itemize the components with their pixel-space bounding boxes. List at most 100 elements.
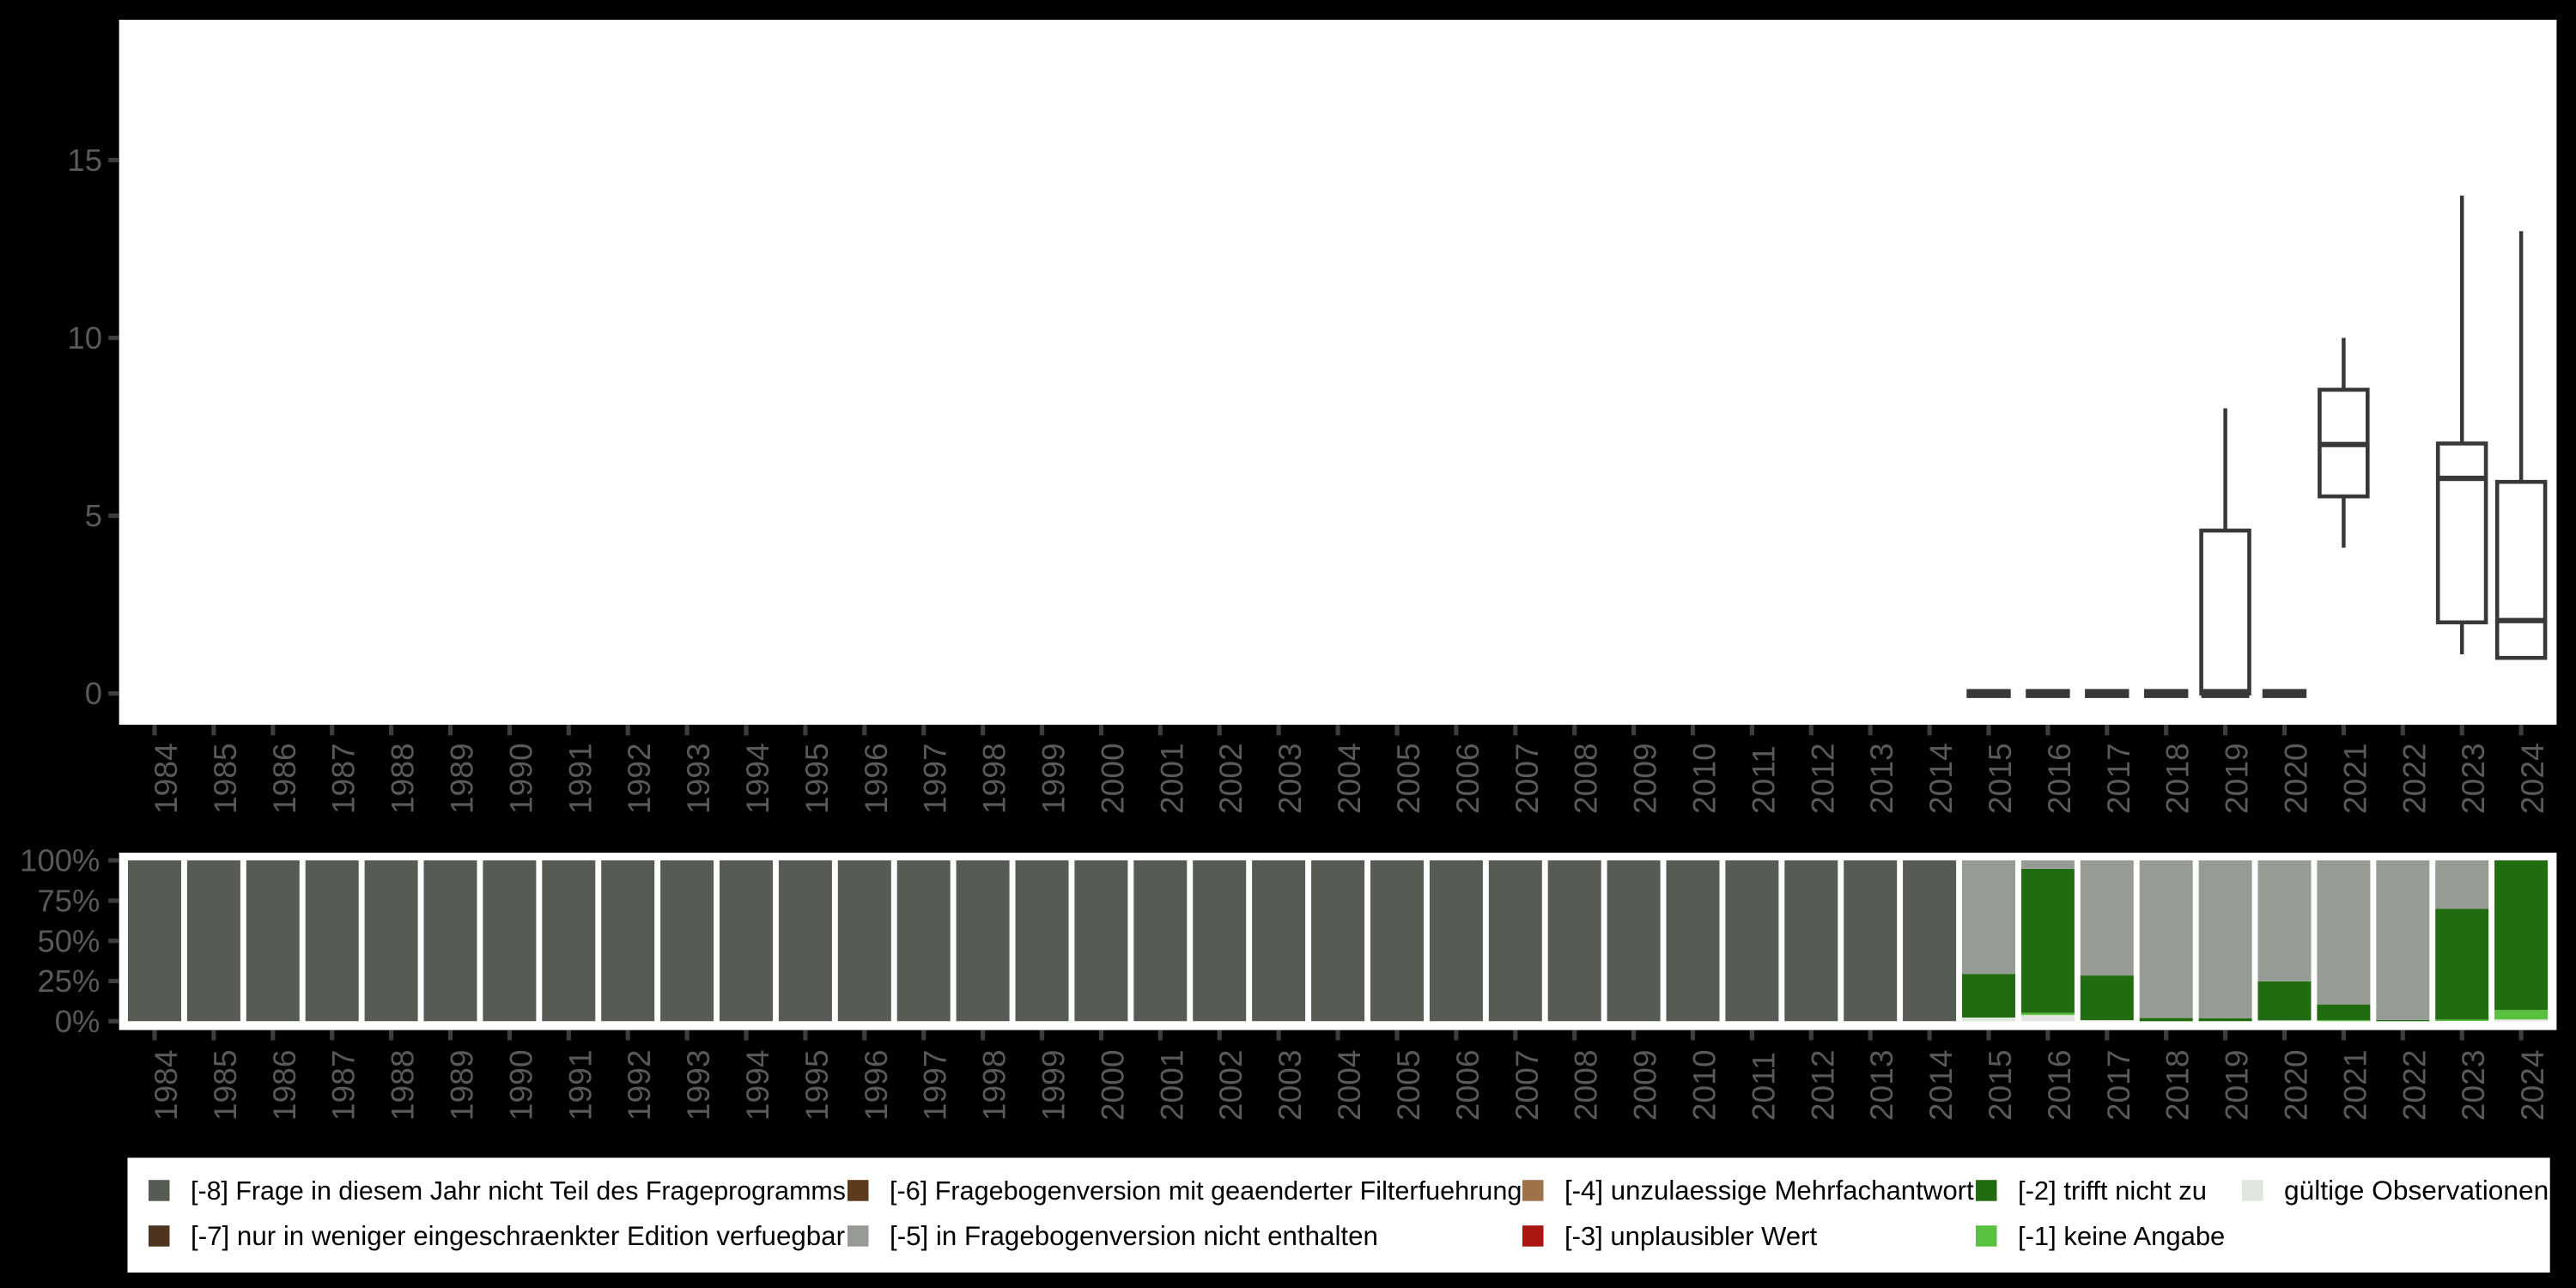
svg-text:2003: 2003 [1272, 743, 1308, 814]
svg-text:1991: 1991 [562, 1049, 598, 1121]
svg-text:2019: 2019 [2219, 743, 2255, 814]
svg-text:1990: 1990 [502, 1049, 538, 1121]
svg-text:2009: 2009 [1627, 743, 1663, 814]
svg-text:2015: 2015 [1982, 743, 2018, 814]
svg-text:2018: 2018 [2160, 1049, 2196, 1121]
svg-text:25%: 25% [37, 963, 100, 999]
svg-text:1996: 1996 [858, 1049, 894, 1121]
svg-text:1991: 1991 [562, 743, 598, 814]
svg-text:2000: 2000 [1094, 1049, 1130, 1121]
svg-text:2004: 2004 [1331, 743, 1367, 814]
svg-text:[-7] nur in weniger eingeschra: [-7] nur in weniger eingeschraenkter Edi… [191, 1221, 845, 1251]
svg-text:2005: 2005 [1390, 743, 1426, 814]
svg-text:2015: 2015 [1982, 1049, 2018, 1121]
svg-text:1986: 1986 [266, 1049, 302, 1121]
svg-text:2020: 2020 [2278, 1049, 2314, 1121]
svg-text:1997: 1997 [917, 1049, 953, 1121]
svg-text:1993: 1993 [680, 743, 716, 814]
svg-text:[-6] Fragebogenversion mit gea: [-6] Fragebogenversion mit geaenderter F… [890, 1176, 1522, 1206]
svg-text:2012: 2012 [1804, 1049, 1840, 1121]
svg-text:1998: 1998 [976, 743, 1012, 814]
svg-text:2021: 2021 [2336, 743, 2372, 814]
svg-text:2011: 2011 [1745, 1052, 1781, 1121]
svg-text:2012: 2012 [1804, 743, 1840, 814]
svg-text:0%: 0% [55, 1004, 100, 1039]
svg-text:2014: 2014 [1923, 743, 1959, 814]
svg-text:1990: 1990 [502, 743, 538, 814]
svg-text:1984: 1984 [148, 743, 184, 814]
svg-text:1988: 1988 [385, 1049, 421, 1121]
svg-text:2010: 2010 [1686, 1049, 1722, 1121]
svg-text:2007: 2007 [1509, 743, 1545, 814]
svg-text:gültige Observationen: gültige Observationen [2284, 1175, 2549, 1206]
svg-text:1984: 1984 [148, 1049, 184, 1121]
svg-text:2020: 2020 [2278, 743, 2314, 814]
svg-text:2005: 2005 [1390, 1049, 1426, 1121]
svg-text:2008: 2008 [1568, 1049, 1604, 1121]
svg-text:2022: 2022 [2396, 743, 2432, 814]
svg-text:2004: 2004 [1331, 1049, 1367, 1121]
svg-text:2018: 2018 [2160, 743, 2196, 814]
svg-text:1988: 1988 [385, 743, 421, 814]
svg-text:2002: 2002 [1212, 743, 1249, 814]
svg-text:[-1] keine Angabe: [-1] keine Angabe [2018, 1221, 2225, 1251]
svg-text:2016: 2016 [2041, 743, 2077, 814]
svg-text:1998: 1998 [976, 1049, 1012, 1121]
svg-text:2024: 2024 [2514, 743, 2550, 814]
svg-text:1995: 1995 [799, 743, 835, 814]
svg-text:1992: 1992 [621, 1049, 657, 1121]
svg-text:1996: 1996 [858, 743, 894, 814]
svg-text:75%: 75% [37, 884, 100, 919]
svg-text:2014: 2014 [1923, 1049, 1959, 1121]
svg-text:1994: 1994 [739, 1049, 775, 1121]
svg-text:1989: 1989 [444, 1049, 480, 1121]
svg-text:2017: 2017 [2100, 743, 2136, 814]
svg-text:1985: 1985 [207, 1049, 243, 1121]
svg-text:2019: 2019 [2219, 1049, 2255, 1121]
svg-text:2006: 2006 [1449, 743, 1485, 814]
svg-text:50%: 50% [37, 923, 100, 958]
svg-text:2016: 2016 [2041, 1049, 2077, 1121]
svg-text:1992: 1992 [621, 743, 657, 814]
svg-text:10: 10 [67, 320, 102, 355]
svg-text:2007: 2007 [1509, 1049, 1545, 1121]
svg-text:1986: 1986 [266, 743, 302, 814]
svg-text:[-3] unplausibler Wert: [-3] unplausibler Wert [1564, 1221, 1817, 1251]
svg-text:2003: 2003 [1272, 1049, 1308, 1121]
svg-text:2010: 2010 [1686, 743, 1722, 814]
svg-text:1989: 1989 [444, 743, 480, 814]
svg-text:[-4] unzulaessige Mehrfachantw: [-4] unzulaessige Mehrfachantwort [1564, 1176, 1974, 1206]
svg-text:2013: 2013 [1863, 743, 1899, 814]
svg-text:1999: 1999 [1036, 743, 1072, 814]
svg-text:[-5] in Fragebogenversion nich: [-5] in Fragebogenversion nicht enthalte… [890, 1221, 1378, 1251]
svg-text:2002: 2002 [1212, 1049, 1249, 1121]
svg-text:1994: 1994 [739, 743, 775, 814]
svg-text:2024: 2024 [2514, 1049, 2550, 1121]
svg-text:2023: 2023 [2455, 743, 2491, 814]
svg-text:1987: 1987 [325, 1049, 361, 1121]
svg-text:2008: 2008 [1568, 743, 1604, 814]
svg-text:1997: 1997 [917, 743, 953, 814]
svg-text:0: 0 [85, 676, 102, 711]
svg-text:2001: 2001 [1153, 743, 1189, 814]
svg-text:1995: 1995 [799, 1049, 835, 1121]
svg-text:[-8] Frage in diesem Jahr nich: [-8] Frage in diesem Jahr nicht Teil des… [191, 1176, 846, 1206]
svg-text:1985: 1985 [207, 743, 243, 814]
svg-text:15: 15 [67, 143, 102, 178]
svg-text:2006: 2006 [1449, 1049, 1485, 1121]
svg-text:2009: 2009 [1627, 1049, 1663, 1121]
svg-text:2013: 2013 [1863, 1049, 1899, 1121]
svg-text:2017: 2017 [2100, 1049, 2136, 1121]
svg-text:100%: 100% [20, 843, 100, 878]
svg-text:[-2] trifft nicht zu: [-2] trifft nicht zu [2018, 1176, 2207, 1206]
svg-text:2022: 2022 [2396, 1049, 2432, 1121]
svg-text:2023: 2023 [2455, 1049, 2491, 1121]
svg-text:2011: 2011 [1745, 745, 1781, 814]
svg-text:2000: 2000 [1094, 743, 1130, 814]
svg-text:2021: 2021 [2336, 1049, 2372, 1121]
svg-text:1987: 1987 [325, 743, 361, 814]
svg-text:2001: 2001 [1153, 1049, 1189, 1121]
svg-text:1999: 1999 [1036, 1049, 1072, 1121]
svg-text:1993: 1993 [680, 1049, 716, 1121]
svg-text:5: 5 [85, 498, 102, 533]
